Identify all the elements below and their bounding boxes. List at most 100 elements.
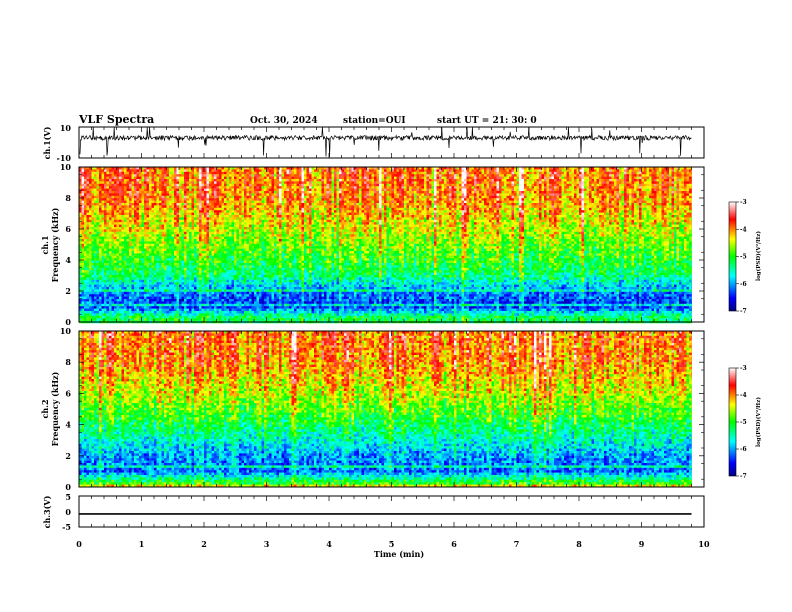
spectrogram-cell (502, 193, 505, 196)
spectrogram-cell (397, 189, 400, 192)
spectrogram-cell (324, 201, 327, 204)
spectrogram-cell (257, 203, 260, 206)
spectrogram-cell (222, 198, 225, 201)
spectrogram-cell (242, 205, 245, 208)
spectrogram-cell (412, 198, 415, 201)
spectrogram-cell (424, 201, 427, 204)
spectrogram-cell (369, 201, 372, 204)
spectrogram-cell (262, 213, 265, 216)
spectrogram-cell (357, 184, 360, 187)
spectrogram-cell (379, 172, 382, 175)
spectrogram-cell (674, 201, 677, 204)
spectrogram-cell (269, 174, 272, 177)
spectrogram-cell (487, 198, 490, 201)
spectrogram-cell (637, 172, 640, 175)
spectrogram-cell (187, 196, 190, 199)
spectrogram-cell (617, 201, 620, 204)
spectrogram-cell (442, 181, 445, 184)
spectrogram-cell (587, 208, 590, 211)
spectrogram-cell (442, 186, 445, 189)
spectrogram-cell (414, 198, 417, 201)
spectrogram-cell (557, 186, 560, 189)
spectrogram-cell (257, 181, 260, 184)
spectrogram-cell (524, 208, 527, 211)
spectrogram-cell (514, 177, 517, 180)
spectrogram-cell (329, 172, 332, 175)
spectrogram-cell (187, 215, 190, 218)
spectrogram-cell (149, 181, 152, 184)
spectrogram-cell (262, 186, 265, 189)
spectrogram-cell (254, 198, 257, 201)
spectrogram-cell (362, 189, 365, 192)
spectrogram-cell (252, 181, 255, 184)
spectrogram-cell (424, 189, 427, 192)
spectrogram-cell (517, 174, 520, 177)
spectrogram-cell (407, 191, 410, 194)
spectrogram-cell (337, 179, 340, 182)
spectrogram-cell (689, 177, 692, 180)
spectrogram-cell (244, 169, 247, 172)
spectrogram-cell (399, 198, 402, 201)
figure-title: VLF Spectra (78, 113, 154, 126)
spectrogram-cell (257, 208, 260, 211)
spectrogram-cell (314, 210, 317, 213)
spectrogram-cell (377, 213, 380, 216)
spectrogram-cell (137, 215, 140, 218)
spectrogram-cell (404, 181, 407, 184)
spectrogram-cell (482, 210, 485, 213)
spectrogram-cell (354, 189, 357, 192)
spectrogram-cell (324, 205, 327, 208)
spectrogram-cell (434, 169, 437, 172)
spectrogram-cell (689, 186, 692, 189)
spectrogram-cell (269, 181, 272, 184)
spectrogram-cell (479, 184, 482, 187)
spectrogram-cell (402, 184, 405, 187)
spectrogram-cell (422, 203, 425, 206)
spectrogram-cell (94, 186, 97, 189)
spectrogram-cell (364, 208, 367, 211)
spectrogram-cell (612, 203, 615, 206)
spectrogram-cell (489, 205, 492, 208)
spectrogram-cell (677, 201, 680, 204)
spectrogram-cell (642, 210, 645, 213)
spectrogram-cell (199, 169, 202, 172)
spectrogram-cell (292, 205, 295, 208)
spectrogram-cell (234, 213, 237, 216)
spectrogram-cell (594, 181, 597, 184)
spectrogram-cell (152, 174, 155, 177)
spectrogram-cell (374, 203, 377, 206)
spectrogram-cell (612, 179, 615, 182)
spectrogram-cell (589, 210, 592, 213)
spectrogram-cell (562, 196, 565, 199)
spectrogram-cell (82, 193, 85, 196)
spectrogram-cell (399, 169, 402, 172)
spectrogram-cell (629, 205, 632, 208)
spectrogram-cell (189, 193, 192, 196)
spectrogram-cell (222, 179, 225, 182)
spectrogram-cell (162, 208, 165, 211)
spectrogram-cell (237, 189, 240, 192)
spectrogram-cell (177, 215, 180, 218)
spectrogram-cell (207, 210, 210, 213)
spectrogram-cell (679, 181, 682, 184)
spectrogram-cell (254, 189, 257, 192)
spectrogram-cell (494, 196, 497, 199)
spectrogram-cell (349, 169, 352, 172)
spectrogram-cell (514, 179, 517, 182)
spectrogram-cell (454, 169, 457, 172)
spectrogram-cell (399, 208, 402, 211)
spectrogram-cell (659, 205, 662, 208)
spectrogram-cell (517, 198, 520, 201)
spectrogram-cell (659, 201, 662, 204)
spectrogram-cell (154, 208, 157, 211)
spectrogram-cell (197, 213, 200, 216)
spectrogram-cell (572, 193, 575, 196)
spectrogram-cell (539, 181, 542, 184)
spectrogram-cell (354, 181, 357, 184)
spectrogram-cell (512, 198, 515, 201)
spectrogram-cell (439, 191, 442, 194)
spectrogram-cell (374, 177, 377, 180)
spectrogram-cell (159, 169, 162, 172)
spectrogram-cell (442, 208, 445, 211)
spectrogram-cell (419, 205, 422, 208)
